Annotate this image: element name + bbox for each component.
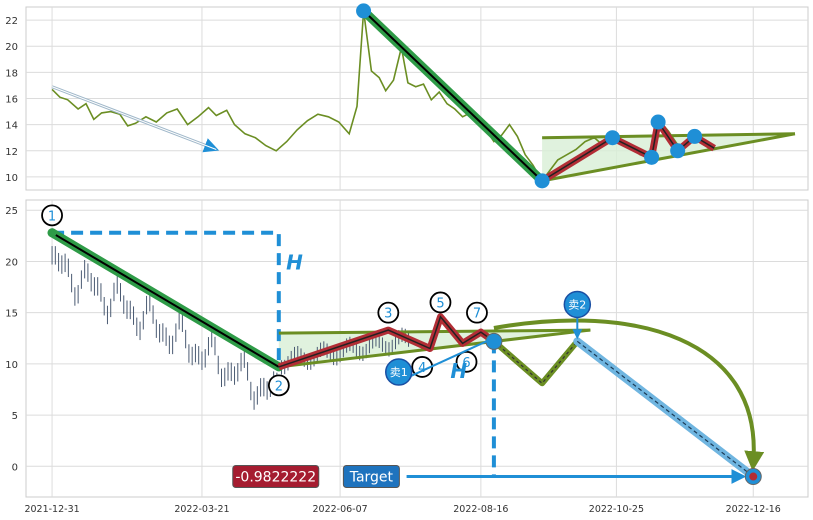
pivot-label-3: 3: [384, 307, 392, 322]
pivot-label-circle: [267, 374, 290, 397]
sell-marker: [385, 358, 413, 386]
bottom-ytick-label: 0: [12, 462, 18, 473]
top-ytick-label: 10: [5, 173, 18, 184]
top-pivot-point: [644, 149, 660, 165]
top-pivot-point: [650, 114, 666, 130]
pivot-label-4: 4: [418, 361, 426, 376]
pivot-label-circle: [455, 350, 478, 373]
top-pivot-point: [534, 173, 550, 189]
top-ytick-label: 12: [5, 147, 18, 158]
bottom-pattern-line-inner: [51, 231, 280, 368]
top-pivot-point: [605, 130, 620, 146]
bottom-xtick-label: 2022-06-07: [312, 504, 367, 515]
pivot-label-circle: [466, 301, 488, 324]
top-ytick-label: 20: [5, 42, 18, 53]
height-label-2: H: [450, 359, 467, 383]
value-box: [232, 464, 320, 488]
forecast-arc-arrow: [493, 318, 765, 472]
bottom-ytick-label: 25: [5, 206, 18, 217]
pivot-label-5: 5: [436, 296, 444, 311]
sell-marker: [563, 290, 592, 319]
top-pivot-point: [687, 128, 703, 144]
sell-1-arrow: [410, 339, 490, 377]
sell-label-2: 卖2: [568, 298, 586, 311]
pivot-label-2: 2: [275, 379, 283, 394]
bottom-ytick-label: 15: [5, 309, 18, 320]
target-box-label: Target: [349, 469, 394, 485]
pivot-label-circle: [429, 291, 452, 314]
bottom-xtick-label: 2022-10-25: [589, 504, 644, 515]
bottom-xtick-label: 2021-12-31: [24, 504, 79, 515]
top-decline-arrow-inner: [51, 86, 217, 150]
top-ytick-label: 22: [5, 16, 18, 27]
top-panel: 10 12 14 16 18 20 22: [5, 3, 809, 191]
pivot-label-1: 1: [48, 209, 56, 224]
bottom-xtick-label: 2022-08-16: [453, 504, 508, 515]
pivot-label-circle: [41, 204, 63, 227]
top-triangle-lower: [541, 132, 796, 183]
forecast-drop-inner: [576, 340, 754, 477]
bottom-xtick-label: 2022-12-16: [726, 504, 781, 515]
target-point-core: [749, 472, 758, 481]
top-ytick-label: 18: [5, 68, 18, 79]
top-pivot-point: [356, 3, 372, 19]
bottom-xtick-label: 2022-03-21: [174, 504, 229, 515]
sell-label-1: 卖1: [390, 366, 408, 379]
height-label-1: H: [286, 251, 303, 275]
bottom-ytick-label: 20: [5, 257, 18, 268]
bottom-pattern-start: [47, 228, 57, 238]
bottom-ytick-label: 10: [5, 360, 18, 371]
top-pivot-point: [670, 143, 686, 159]
top-ytick-label: 16: [5, 95, 18, 106]
bottom-zigzag-inner: [278, 315, 495, 368]
forecast-zigzag-outer: [491, 339, 580, 387]
pivot-label-7: 7: [473, 307, 481, 322]
top-ytick-label: 14: [5, 121, 18, 132]
bottom-ytick-label: 5: [12, 411, 18, 422]
pivot-label-6: 6: [462, 356, 470, 371]
top-pattern-line-inner: [362, 10, 543, 182]
target-box: [342, 464, 400, 488]
bottom-triangle-lower: [278, 328, 591, 369]
pivot-label-circle: [377, 301, 400, 324]
value-box-label: -0.9822222: [235, 469, 316, 485]
